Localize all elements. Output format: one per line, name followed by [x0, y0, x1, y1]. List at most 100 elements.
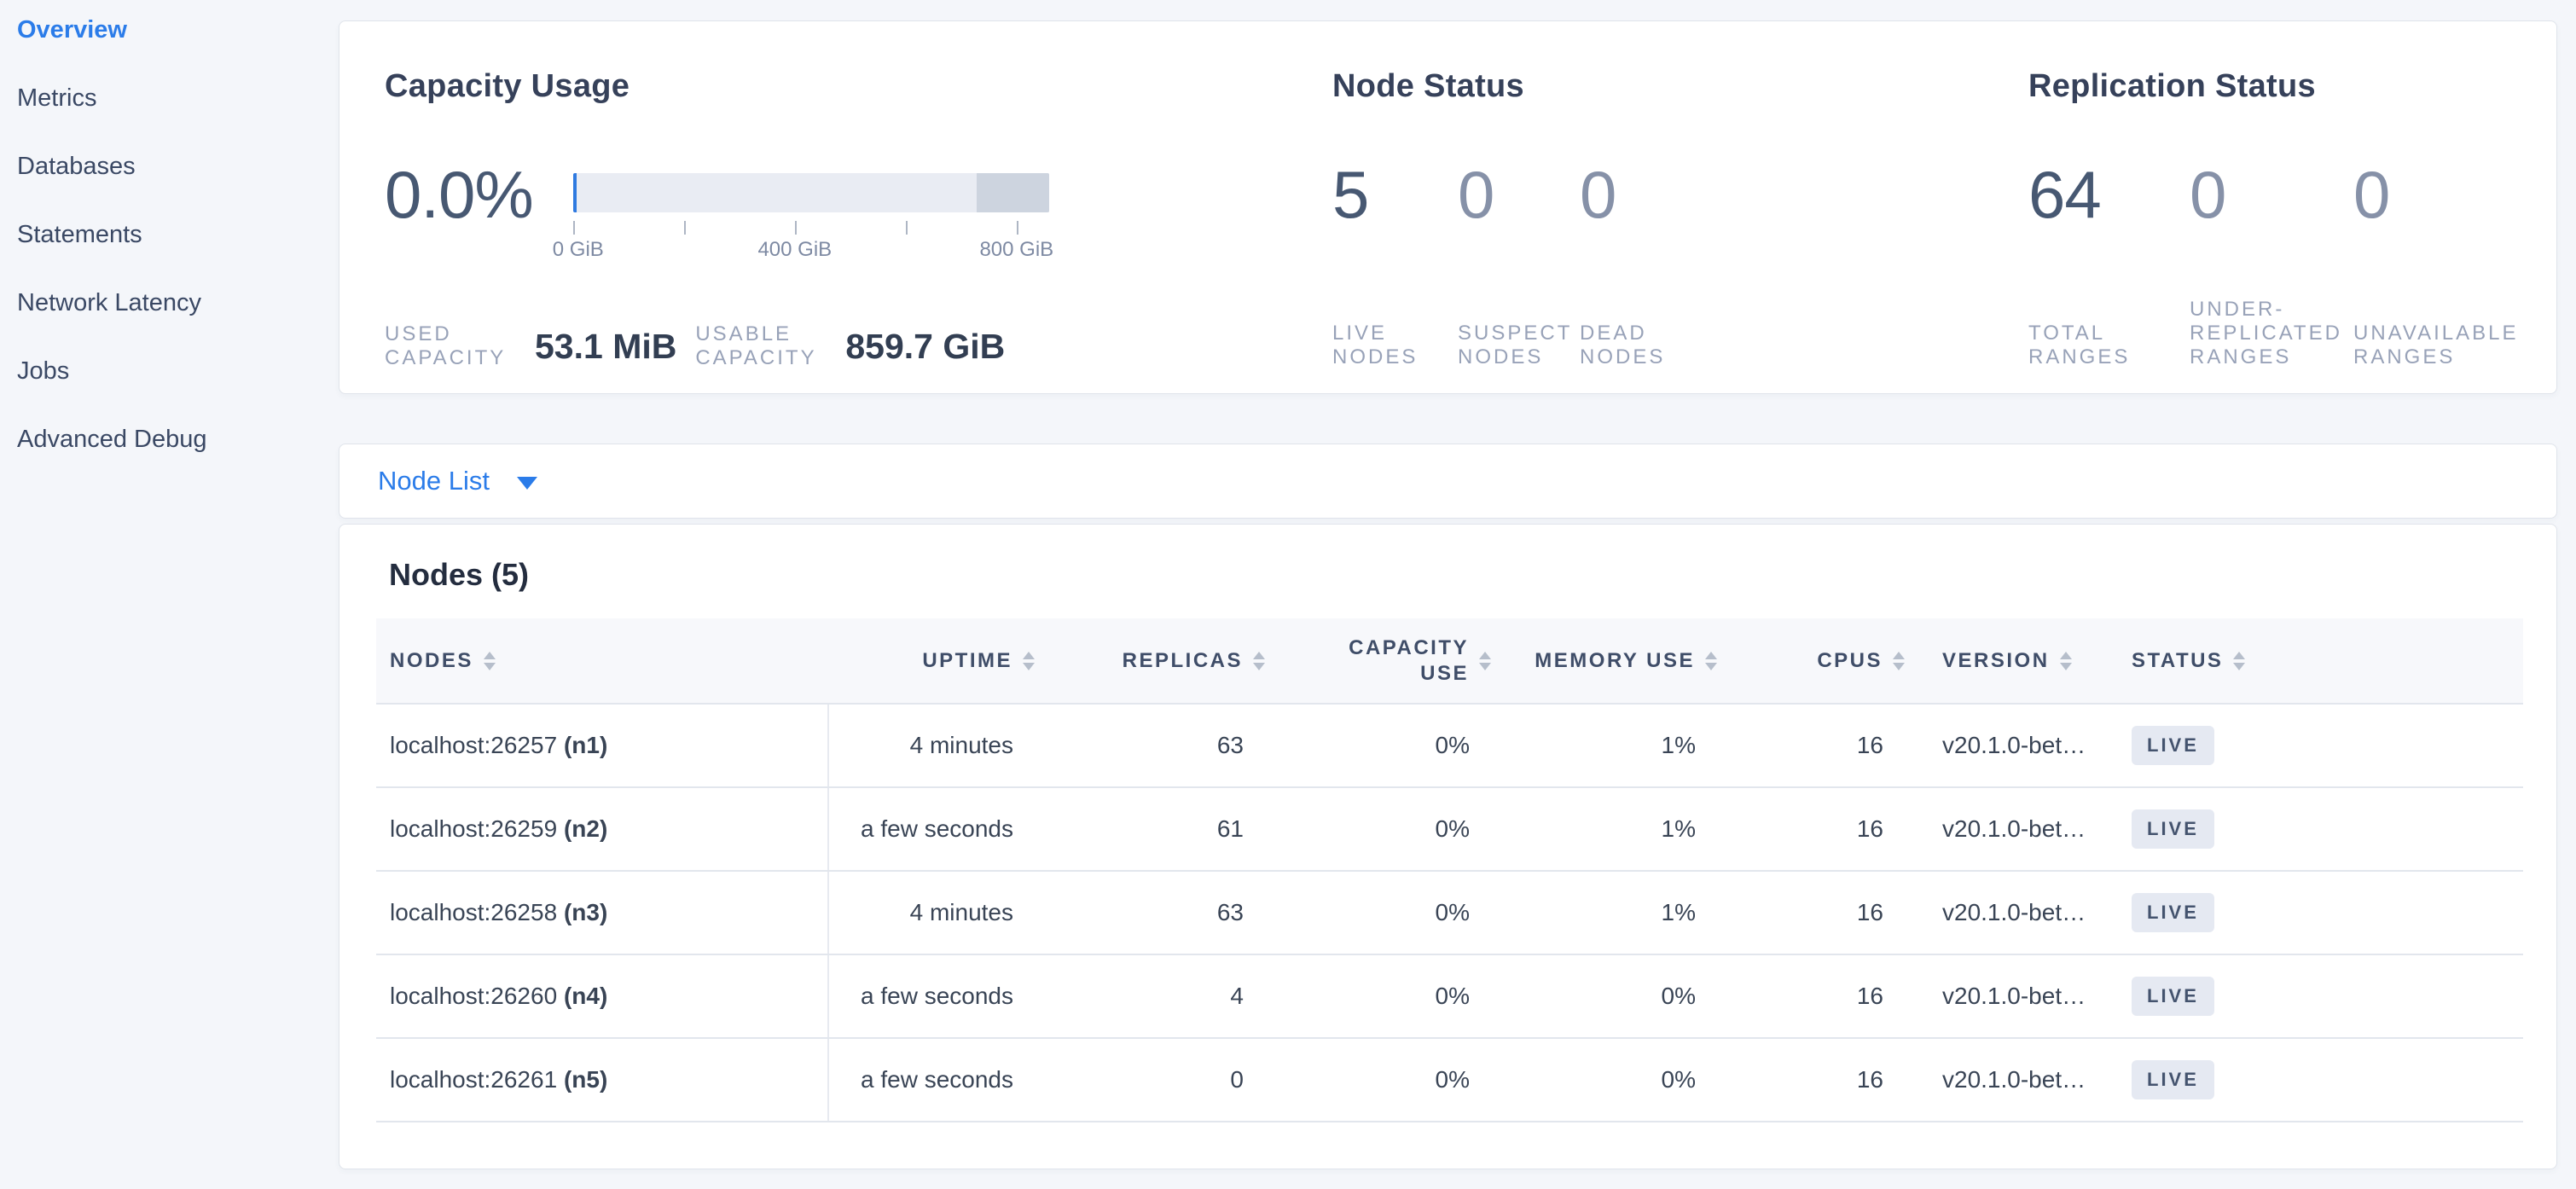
cluster-overview-card: Capacity Usage 0.0% 0 GiB 400 GiB: [339, 20, 2557, 394]
node-row-n4[interactable]: localhost:26260 (n4) a few seconds 4 0% …: [376, 954, 2523, 1039]
node-status-cell: LIVE: [2116, 1038, 2523, 1122]
column-header-replicas[interactable]: REPLICAS: [1041, 618, 1272, 705]
column-header-cpus[interactable]: CPUS: [1724, 618, 1912, 705]
sidebar-item-overview[interactable]: Overview: [17, 16, 127, 44]
node-status-cell: LIVE: [2116, 704, 2523, 788]
node-version: v20.1.0-bet…: [1912, 787, 2116, 872]
dead-nodes-count: 0: [1580, 157, 1616, 232]
node-status-cell: LIVE: [2116, 871, 2523, 955]
node-cpus: 16: [1724, 954, 1912, 1039]
node-list-dropdown[interactable]: Node List: [339, 444, 537, 518]
node-row-n3[interactable]: localhost:26258 (n3) 4 minutes 63 0% 1% …: [376, 871, 2523, 955]
node-address: localhost:26258 (n3): [376, 871, 829, 955]
node-replicas: 4: [1041, 954, 1272, 1039]
node-status-cell: LIVE: [2116, 787, 2523, 872]
node-capacity-use: 0%: [1272, 1038, 1498, 1122]
node-memory-use: 1%: [1498, 704, 1724, 788]
node-version: v20.1.0-bet…: [1912, 704, 2116, 788]
node-memory-use: 0%: [1498, 1038, 1724, 1122]
node-row-n1[interactable]: localhost:26257 (n1) 4 minutes 63 0% 1% …: [376, 704, 2523, 788]
nodes-table-card: Nodes (5) NODES UPTIME REPLICAS: [339, 524, 2557, 1169]
column-header-uptime[interactable]: UPTIME: [828, 618, 1041, 705]
node-replicas: 0: [1041, 1038, 1272, 1122]
node-uptime: a few seconds: [828, 1038, 1041, 1122]
live-nodes-count: 5: [1332, 157, 1369, 232]
capacity-used-percent: 0.0%: [385, 157, 534, 232]
node-uptime: 4 minutes: [828, 704, 1041, 788]
view-selector-card: Node List: [339, 444, 2557, 519]
nodes-table: NODES UPTIME REPLICAS CAPACITY USE MEMOR…: [376, 618, 2523, 1122]
node-cpus: 16: [1724, 1038, 1912, 1122]
sidebar-item-jobs[interactable]: Jobs: [17, 357, 70, 385]
axis-label-400gib: 400 GiB: [757, 238, 833, 261]
sort-icon: [2233, 651, 2246, 670]
node-capacity-use: 0%: [1272, 704, 1498, 788]
usable-capacity-label: USABLE CAPACITY: [695, 322, 817, 369]
node-memory-use: 0%: [1498, 954, 1724, 1039]
node-version: v20.1.0-bet…: [1912, 1038, 2116, 1122]
used-capacity-value: 53.1 MiB: [535, 326, 677, 366]
under-replicated-ranges-count: 0: [2190, 157, 2226, 232]
status-badge: LIVE: [2132, 726, 2214, 765]
unavailable-ranges-label: UNAVAILABLE RANGES: [2353, 322, 2519, 368]
capacity-usage-title: Capacity Usage: [385, 68, 630, 104]
total-ranges-label: TOTAL RANGES: [2028, 322, 2131, 368]
sort-icon: [1479, 651, 1491, 670]
dead-nodes-label: DEAD NODES: [1580, 322, 1666, 368]
node-capacity-use: 0%: [1272, 954, 1498, 1039]
sort-icon: [483, 651, 496, 670]
capacity-bar-reserved-segment: [976, 173, 1049, 212]
node-version: v20.1.0-bet…: [1912, 954, 2116, 1039]
status-badge: LIVE: [2132, 977, 2214, 1016]
sort-icon: [1893, 651, 1905, 670]
node-uptime: a few seconds: [828, 954, 1041, 1039]
capacity-bar-track: [572, 173, 1049, 212]
sidebar-item-metrics[interactable]: Metrics: [17, 84, 97, 112]
node-uptime: a few seconds: [828, 787, 1041, 872]
node-status-title: Node Status: [1332, 68, 1524, 104]
sort-icon: [1023, 651, 1035, 670]
column-header-status[interactable]: STATUS: [2116, 618, 2523, 705]
node-memory-use: 1%: [1498, 871, 1724, 955]
sort-icon: [1253, 651, 1265, 670]
node-row-n2[interactable]: localhost:26259 (n2) a few seconds 61 0%…: [376, 787, 2523, 872]
column-header-nodes[interactable]: NODES: [376, 618, 828, 705]
node-uptime: 4 minutes: [828, 871, 1041, 955]
nodes-heading: Nodes (5): [389, 557, 530, 592]
sidebar-item-advanced-debug[interactable]: Advanced Debug: [17, 426, 207, 453]
node-capacity-use: 0%: [1272, 871, 1498, 955]
axis-label-800gib: 800 GiB: [979, 238, 1054, 261]
suspect-nodes-count: 0: [1458, 157, 1494, 232]
column-header-memory-use[interactable]: MEMORY USE: [1498, 618, 1724, 705]
capacity-usage-section: Capacity Usage 0.0% 0 GiB 400 GiB: [385, 67, 1323, 370]
node-list-dropdown-label: Node List: [378, 466, 490, 496]
capacity-usage-bar: 0 GiB 400 GiB 800 GiB: [553, 160, 1053, 284]
total-ranges-count: 64: [2028, 157, 2102, 232]
sidebar-item-statements[interactable]: Statements: [17, 221, 142, 248]
status-badge: LIVE: [2132, 809, 2214, 849]
used-capacity-label: USED CAPACITY: [385, 322, 507, 369]
node-cpus: 16: [1724, 704, 1912, 788]
under-replicated-ranges-label: UNDER-REPLICATED RANGES: [2190, 298, 2342, 368]
unavailable-ranges-count: 0: [2353, 157, 2390, 232]
sidebar-item-network-latency[interactable]: Network Latency: [17, 289, 201, 316]
node-replicas: 63: [1041, 704, 1272, 788]
node-row-n5[interactable]: localhost:26261 (n5) a few seconds 0 0% …: [376, 1038, 2523, 1122]
capacity-axis-ticks: [572, 212, 1049, 235]
suspect-nodes-label: SUSPECT NODES: [1458, 322, 1572, 368]
node-address: localhost:26257 (n1): [376, 704, 829, 788]
node-version: v20.1.0-bet…: [1912, 871, 2116, 955]
table-header-row: NODES UPTIME REPLICAS CAPACITY USE MEMOR…: [376, 618, 2523, 705]
replication-status-title: Replication Status: [2028, 68, 2316, 104]
node-status-section: Node Status 5 0 0 LIVE NODES SUSPECT NOD…: [1332, 67, 1981, 369]
replication-status-section: Replication Status 64 0 0 TOTAL RANGES U…: [2028, 67, 2540, 369]
node-cpus: 16: [1724, 787, 1912, 872]
sort-icon: [1705, 651, 1717, 670]
chevron-down-icon: [516, 476, 537, 490]
node-cpus: 16: [1724, 871, 1912, 955]
node-address: localhost:26261 (n5): [376, 1038, 829, 1122]
axis-label-0gib: 0 GiB: [552, 238, 604, 261]
sidebar-item-databases[interactable]: Databases: [17, 153, 136, 180]
column-header-capacity-use[interactable]: CAPACITY USE: [1272, 618, 1498, 705]
column-header-version[interactable]: VERSION: [1912, 618, 2116, 705]
